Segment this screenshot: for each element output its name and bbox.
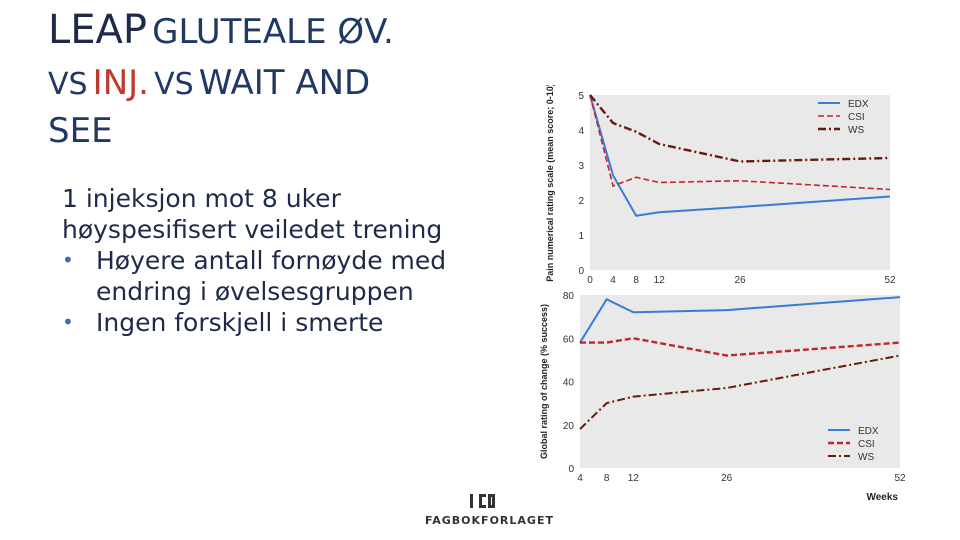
x-tick-label: 52: [884, 275, 896, 286]
y-tick-label: 0: [568, 464, 574, 475]
bullet-icon: •: [62, 310, 74, 334]
plot-background: [590, 95, 890, 270]
series-line-edx: [589, 94, 891, 217]
y-tick-label: 1: [578, 231, 584, 242]
legend-label-csi: CSI: [858, 439, 875, 450]
legend-label-ws: WS: [848, 125, 864, 136]
legend-label-csi: CSI: [848, 112, 865, 123]
y-axis-label: Pain numerical rating scale (mean score;…: [545, 85, 555, 282]
x-tick-label: 12: [654, 275, 666, 286]
y-tick-label: 5: [578, 91, 584, 102]
title-leap: LEAP: [48, 7, 148, 53]
legend-label-ws: WS: [858, 452, 874, 463]
title-vs-1: VS: [48, 67, 88, 102]
body-text: 1 injeksjon mot 8 uker høyspesifisert ve…: [62, 183, 492, 338]
slide-title-line3: SEE: [48, 114, 113, 148]
y-tick-label: 40: [563, 378, 575, 389]
logo-text: FAGBOKFORLAGET: [425, 514, 554, 527]
x-tick-label: 26: [734, 275, 746, 286]
slide-title-line2: VS INJ. VS WAIT AND: [48, 66, 370, 100]
y-tick-label: 4: [578, 126, 584, 137]
publisher-logo: FAGBOKFORLAGET: [425, 492, 554, 532]
x-tick-label: 8: [604, 473, 610, 484]
bullet-item-1: • Høyere antall fornøyde med endring i ø…: [62, 245, 492, 307]
series-line-ws: [579, 354, 901, 430]
y-tick-label: 3: [578, 161, 584, 172]
title-vs-2: VS: [154, 67, 194, 102]
x-tick-label: 0: [587, 275, 593, 286]
title-wait-and: WAIT AND: [198, 63, 371, 103]
logo-mark-icon: [470, 494, 495, 508]
bullet-item-2: • Ingen forskjell i smerte: [62, 307, 492, 338]
bullet-1-line-a: Høyere antall fornøyde med: [96, 246, 447, 275]
body-line-2: høyspesifisert veiledet trening: [62, 215, 443, 244]
y-tick-label: 20: [563, 421, 575, 432]
y-tick-label: 80: [563, 291, 575, 302]
x-tick-label: 26: [721, 473, 733, 484]
y-tick-label: 2: [578, 196, 584, 207]
series-line-csi: [589, 94, 891, 191]
y-tick-label: 0: [578, 266, 584, 277]
slide-title-line1: LEAP GLUTEALE ØV.: [48, 10, 394, 50]
title-inj: INJ.: [92, 63, 149, 103]
bullet-2-text: Ingen forskjell i smerte: [96, 308, 384, 337]
y-axis-label: Global rating of change (% success): [539, 304, 549, 459]
body-line-1: 1 injeksjon mot 8 uker: [62, 184, 341, 213]
y-tick-label: 60: [563, 334, 575, 345]
plot-background: [580, 295, 900, 468]
legend-label-edx: EDX: [848, 99, 869, 110]
title-gluteale: GLUTEALE ØV.: [152, 12, 394, 52]
chart-area: 0 1 2 3 4 5 0 4 8 12 26 52 Pain numerical rating sca…: [535, 83, 906, 515]
x-tick-label: 52: [894, 473, 905, 484]
legend-label-edx: EDX: [858, 426, 879, 437]
bullet-icon: •: [62, 248, 74, 272]
title-see: SEE: [48, 111, 113, 151]
bullet-1-line-b: endring i øvelsesgruppen: [96, 277, 414, 306]
x-tick-label: 12: [628, 473, 640, 484]
x-tick-label: 4: [610, 275, 616, 286]
series-line-edx: [579, 296, 901, 344]
x-axis-label: Weeks: [866, 492, 898, 503]
x-tick-label: 4: [577, 473, 583, 484]
series-line-ws: [589, 94, 891, 163]
x-tick-label: 8: [633, 275, 639, 286]
